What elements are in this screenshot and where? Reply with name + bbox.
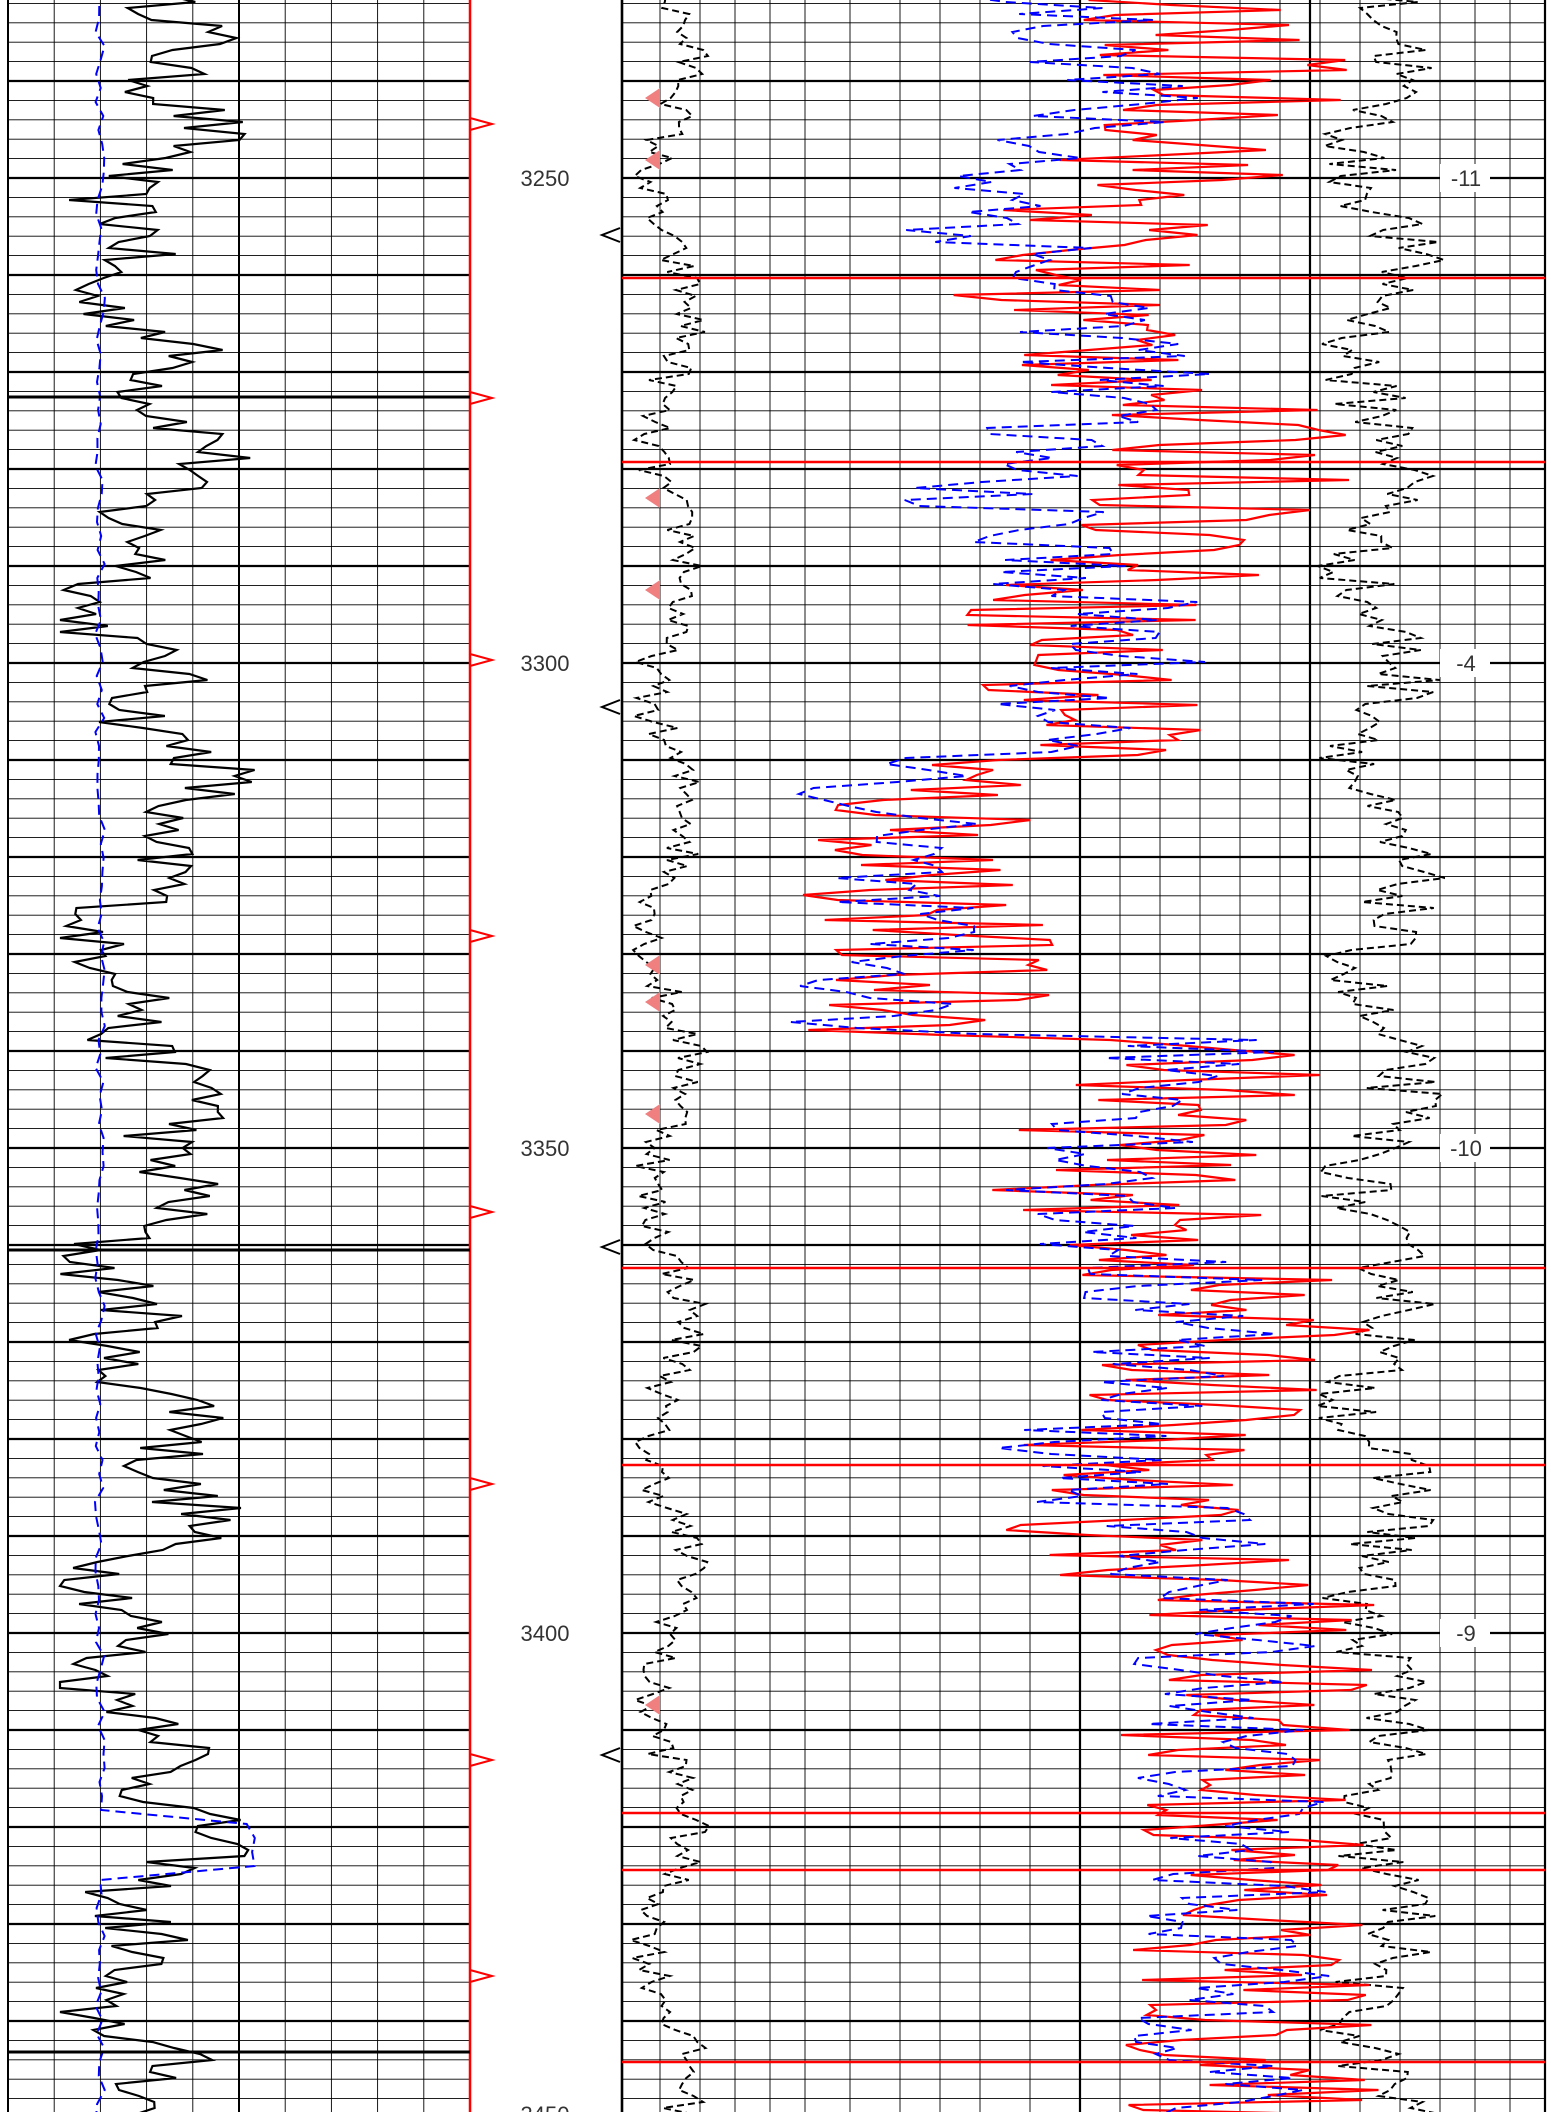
depth-marker-right (469, 1477, 496, 1491)
depth-tick-label: 3400 (521, 1621, 570, 1646)
right-track-label: -9 (1456, 1621, 1476, 1646)
depth-marker-right (469, 117, 496, 131)
depth-marker-left (599, 1239, 621, 1255)
shade-fill (645, 150, 660, 170)
depth-marker-right (469, 391, 496, 405)
depth-marker-left (599, 1747, 621, 1763)
depth-tick-label: 3250 (521, 166, 570, 191)
shade-fill (645, 955, 660, 975)
depth-marker-right (469, 1753, 496, 1767)
depth-markers (469, 117, 621, 1983)
shade-fill (645, 992, 660, 1012)
shade-fill (645, 488, 660, 508)
right-label-bg (1440, 649, 1490, 677)
right-track-label: -4 (1456, 651, 1476, 676)
right-track-label: -11 (1451, 166, 1481, 191)
shade-fill (645, 580, 660, 600)
right-label-bg (1440, 1619, 1490, 1647)
depth-marker-right (469, 929, 496, 943)
right-label-bg (1440, 164, 1490, 192)
depth-marker-right (469, 1969, 496, 1983)
caliper-curve (93, 0, 256, 2112)
log-curves (8, 0, 1545, 2112)
depth-marker-left (599, 227, 621, 243)
porosity-curve (790, 0, 1330, 2112)
gamma-ray-curve (58, 0, 255, 2112)
right-label-bg (1440, 1134, 1490, 1162)
shade-fill (645, 88, 660, 108)
depth-labels: 3250 3300 3350 3400 3450 -11 -4 -10 -9 (521, 164, 1490, 2112)
depth-marker-right (469, 1205, 496, 1219)
depth-tick-label: 3300 (521, 651, 570, 676)
depth-marker-left (599, 699, 621, 715)
shade-fill (645, 1104, 660, 1124)
shade-fill (645, 1695, 660, 1715)
sp-curve-left (627, 0, 711, 2112)
right-track-label: -10 (1450, 1136, 1482, 1161)
depth-tick-label: 3350 (521, 1136, 570, 1161)
depth-marker-right (469, 653, 496, 667)
resistivity-deep-curve (802, 0, 1379, 2112)
depth-tick-label: 3450 (521, 2102, 570, 2112)
